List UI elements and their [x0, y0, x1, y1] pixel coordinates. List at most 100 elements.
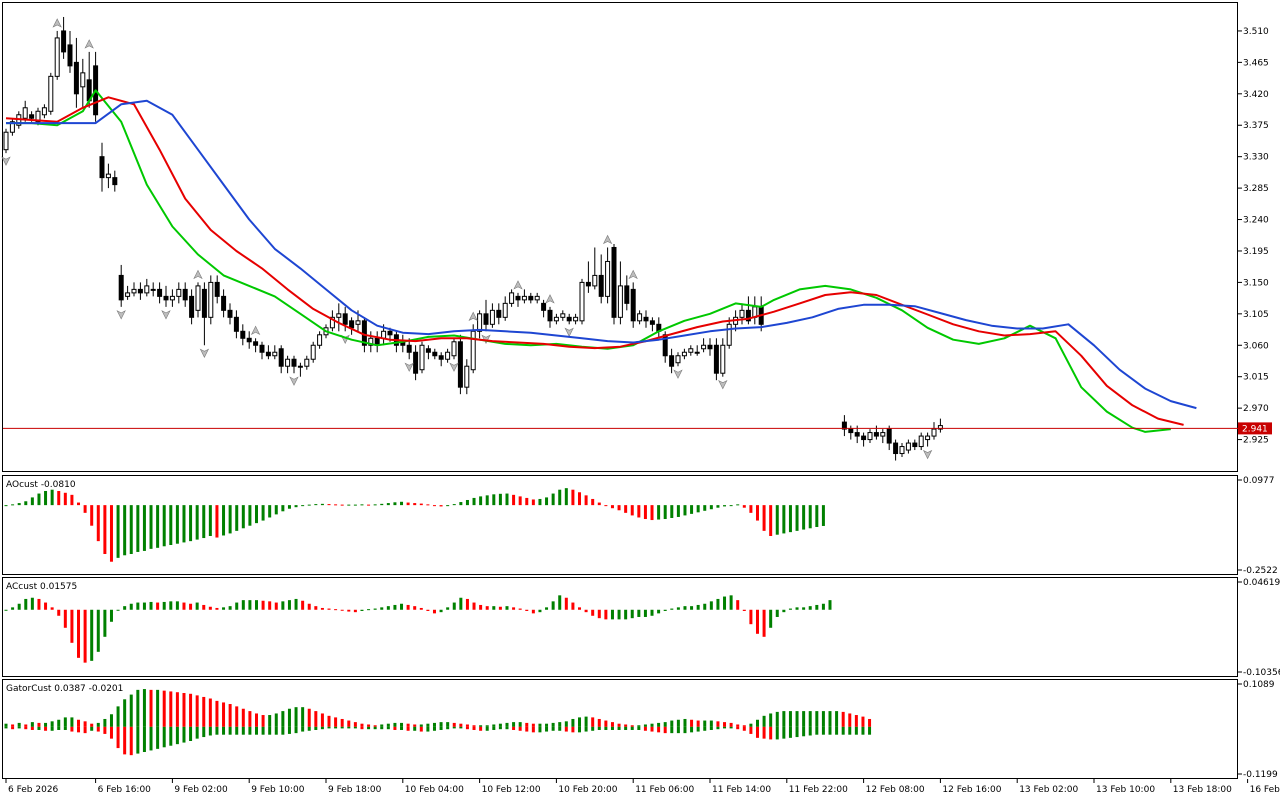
- candle[interactable]: [515, 292, 521, 307]
- candle[interactable]: [579, 278, 585, 325]
- candle[interactable]: [566, 313, 572, 325]
- candle[interactable]: [637, 310, 643, 325]
- candle[interactable]: [886, 425, 892, 451]
- candle[interactable]: [464, 359, 470, 395]
- candle[interactable]: [61, 16, 67, 59]
- candle[interactable]: [457, 334, 463, 395]
- candle[interactable]: [489, 303, 495, 328]
- candle[interactable]: [630, 282, 636, 328]
- candle[interactable]: [912, 439, 918, 451]
- candle[interactable]: [317, 331, 323, 349]
- candle[interactable]: [80, 58, 86, 108]
- candle[interactable]: [669, 348, 675, 374]
- candle[interactable]: [739, 303, 745, 325]
- candle[interactable]: [329, 310, 335, 332]
- candle[interactable]: [150, 282, 156, 297]
- candle[interactable]: [137, 282, 143, 300]
- candle[interactable]: [726, 317, 732, 349]
- candle[interactable]: [880, 429, 886, 444]
- ac-pane[interactable]: [4, 595, 832, 663]
- candle[interactable]: [720, 338, 726, 377]
- candle[interactable]: [259, 341, 265, 360]
- candle[interactable]: [477, 310, 483, 339]
- candle[interactable]: [227, 303, 233, 325]
- candle[interactable]: [617, 261, 623, 325]
- candle[interactable]: [67, 30, 73, 73]
- candle[interactable]: [445, 348, 451, 363]
- candle[interactable]: [285, 355, 291, 374]
- candle[interactable]: [438, 352, 444, 367]
- candle[interactable]: [99, 142, 105, 192]
- candle[interactable]: [201, 282, 207, 346]
- candle[interactable]: [937, 418, 943, 433]
- candle[interactable]: [144, 278, 150, 297]
- candle[interactable]: [240, 324, 246, 346]
- candle[interactable]: [713, 338, 719, 381]
- candle[interactable]: [419, 341, 425, 374]
- candle[interactable]: [861, 432, 867, 447]
- candle[interactable]: [483, 299, 489, 332]
- candle[interactable]: [182, 282, 188, 307]
- candle[interactable]: [541, 299, 547, 318]
- candle[interactable]: [22, 100, 28, 122]
- candle[interactable]: [605, 247, 611, 304]
- candle[interactable]: [208, 275, 214, 325]
- candle[interactable]: [336, 303, 342, 332]
- candle[interactable]: [432, 348, 438, 360]
- candle[interactable]: [214, 275, 220, 304]
- gator-pane[interactable]: [4, 689, 872, 756]
- candle[interactable]: [707, 338, 713, 356]
- candle[interactable]: [624, 275, 630, 311]
- candle[interactable]: [547, 306, 553, 328]
- candle[interactable]: [304, 355, 310, 370]
- candle[interactable]: [681, 348, 687, 360]
- candle[interactable]: [509, 289, 515, 307]
- candle[interactable]: [54, 30, 60, 80]
- candle[interactable]: [521, 289, 527, 304]
- candle[interactable]: [643, 310, 649, 328]
- candle[interactable]: [553, 313, 559, 325]
- candle[interactable]: [470, 324, 476, 374]
- candle[interactable]: [189, 289, 195, 325]
- candle[interactable]: [701, 338, 707, 353]
- candle[interactable]: [560, 310, 566, 321]
- candle[interactable]: [451, 338, 457, 360]
- candle[interactable]: [195, 282, 201, 318]
- candle[interactable]: [534, 292, 540, 304]
- candle[interactable]: [368, 331, 374, 353]
- candle[interactable]: [310, 341, 316, 363]
- candle[interactable]: [931, 422, 937, 440]
- candle[interactable]: [73, 37, 79, 108]
- candle[interactable]: [105, 163, 111, 189]
- ao-pane[interactable]: [4, 488, 825, 562]
- candle[interactable]: [112, 170, 118, 192]
- candle[interactable]: [611, 243, 617, 325]
- candle[interactable]: [41, 104, 47, 119]
- candle[interactable]: [131, 282, 137, 297]
- candle[interactable]: [694, 345, 700, 356]
- candle[interactable]: [118, 264, 124, 307]
- candle[interactable]: [297, 362, 303, 377]
- candle[interactable]: [496, 303, 502, 325]
- candle[interactable]: [688, 345, 694, 356]
- candle[interactable]: [649, 317, 655, 332]
- candle[interactable]: [3, 128, 9, 154]
- candle[interactable]: [272, 345, 278, 360]
- candle[interactable]: [893, 439, 899, 461]
- candle[interactable]: [342, 306, 348, 332]
- candle[interactable]: [585, 261, 591, 293]
- candle[interactable]: [157, 282, 163, 304]
- candle[interactable]: [253, 338, 259, 353]
- candle[interactable]: [899, 443, 905, 458]
- candle[interactable]: [841, 415, 847, 437]
- candle[interactable]: [291, 355, 297, 374]
- price-pane[interactable]: [1, 16, 1280, 461]
- candle[interactable]: [905, 439, 911, 454]
- candle[interactable]: [528, 292, 534, 304]
- candle[interactable]: [48, 72, 54, 115]
- candle[interactable]: [867, 429, 873, 444]
- candle[interactable]: [169, 289, 175, 307]
- candle[interactable]: [675, 352, 681, 367]
- candle[interactable]: [598, 254, 604, 304]
